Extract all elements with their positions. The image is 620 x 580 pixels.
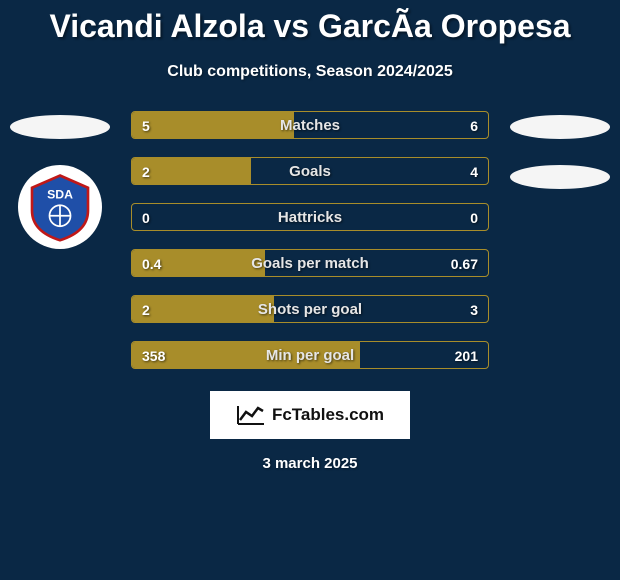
right-player-column [510,111,610,189]
page-title: Vicandi Alzola vs GarcÃ­a Oropesa [0,0,620,45]
shield-icon: SDA [25,172,95,242]
stat-value-right: 201 [455,342,478,368]
branding-text: FcTables.com [272,405,384,425]
stats-area: SDA 5 Matches 6 2 Goals 4 0 Hattricks [0,111,620,369]
chart-icon [236,404,266,426]
stat-row: 0 Hattricks 0 [131,203,489,231]
left-player-column: SDA [10,111,110,249]
stats-bars: 5 Matches 6 2 Goals 4 0 Hattricks 0 0.4 … [131,111,489,369]
stat-row: 5 Matches 6 [131,111,489,139]
stat-row: 2 Shots per goal 3 [131,295,489,323]
player-avatar-right [510,115,610,139]
stat-row: 2 Goals 4 [131,157,489,185]
stat-row: 358 Min per goal 201 [131,341,489,369]
stat-label: Matches [132,112,488,138]
stat-label: Min per goal [132,342,488,368]
stat-label: Hattricks [132,204,488,230]
svg-text:SDA: SDA [47,187,73,201]
club-badge-left: SDA [18,165,102,249]
stat-value-right: 0.67 [451,250,478,276]
subtitle: Club competitions, Season 2024/2025 [0,63,620,81]
stat-label: Goals [132,158,488,184]
stat-value-right: 0 [470,204,478,230]
stat-value-right: 6 [470,112,478,138]
player-avatar-left [10,115,110,139]
stat-value-right: 3 [470,296,478,322]
stat-label: Goals per match [132,250,488,276]
stat-value-right: 4 [470,158,478,184]
club-badge-right-placeholder [510,165,610,189]
stat-label: Shots per goal [132,296,488,322]
branding-badge: FcTables.com [210,391,410,439]
date-text: 3 march 2025 [0,455,620,472]
stat-row: 0.4 Goals per match 0.67 [131,249,489,277]
